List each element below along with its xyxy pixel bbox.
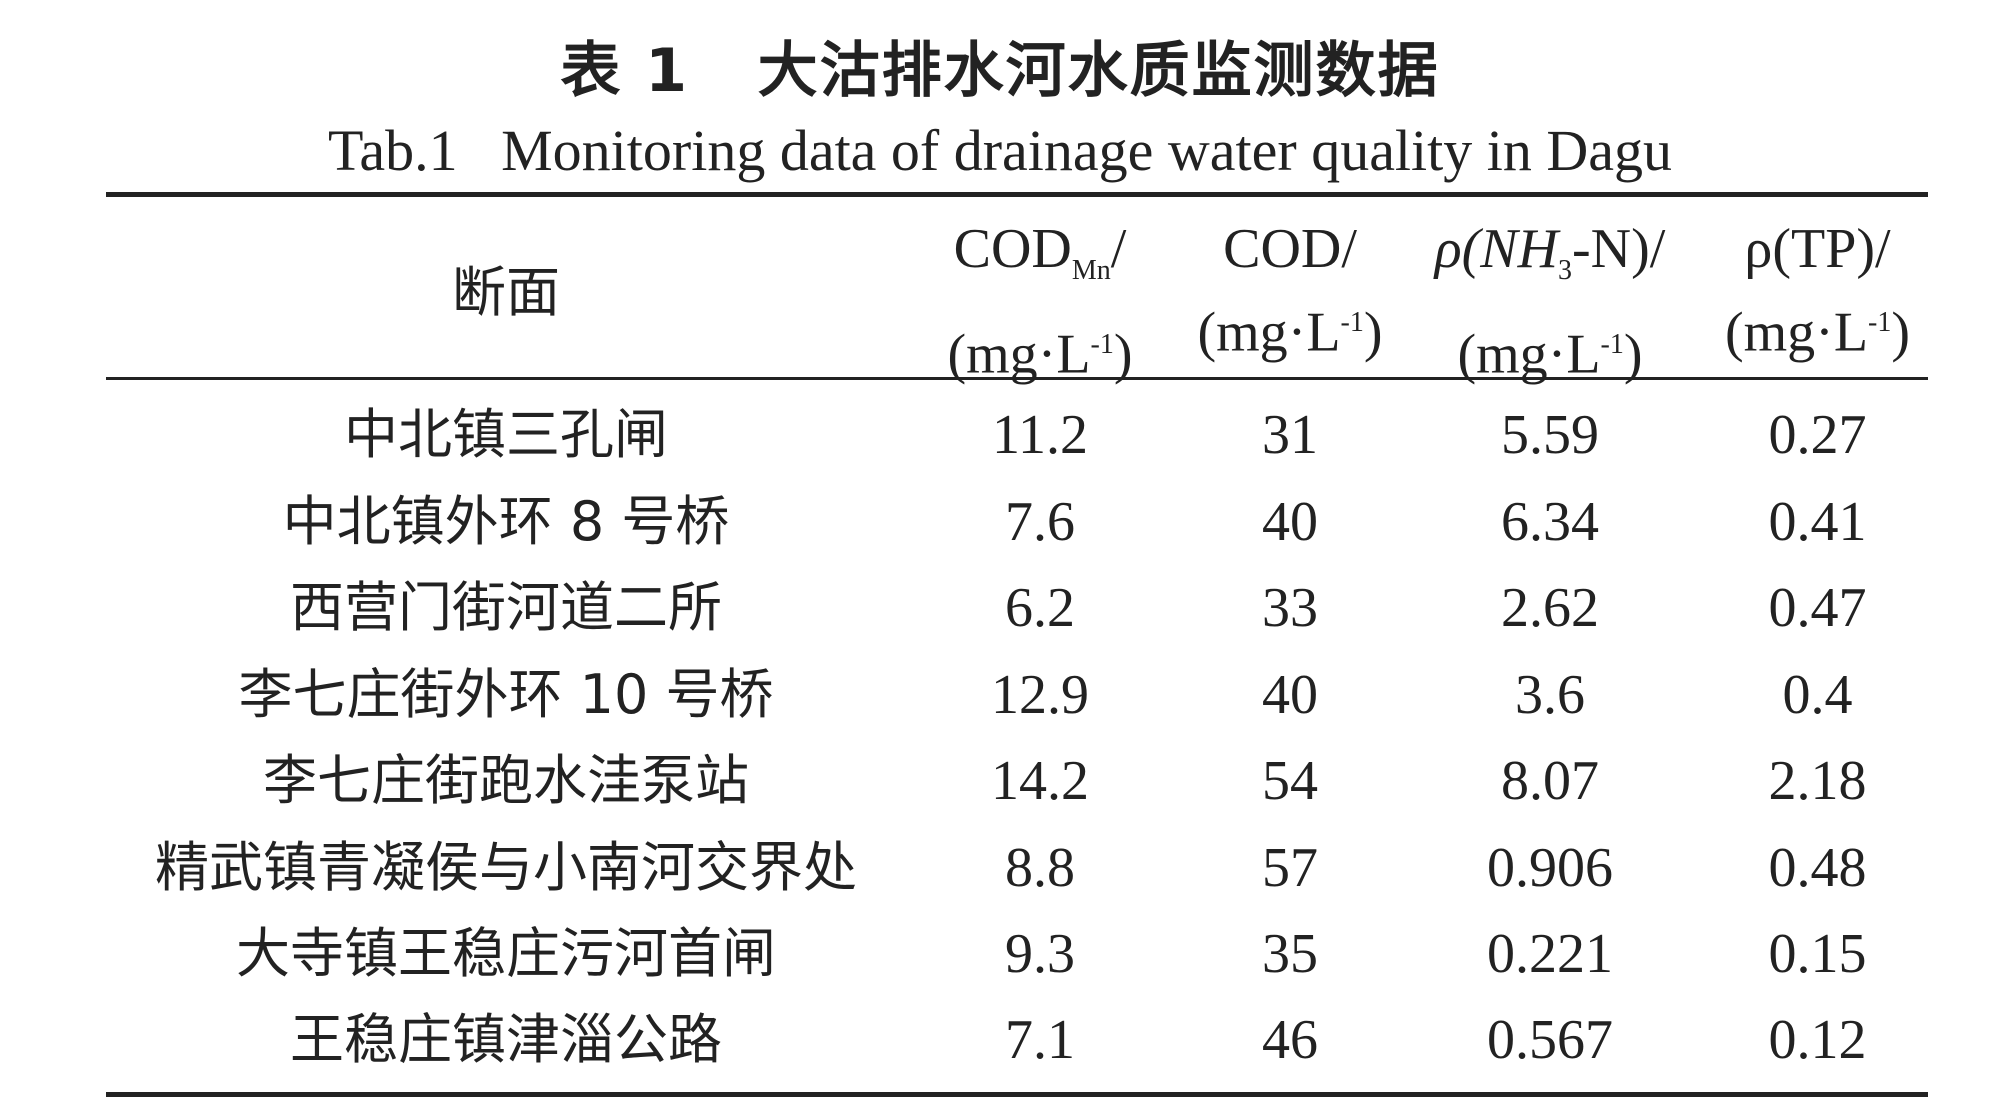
header-codmn-subscript: Mn xyxy=(1071,255,1111,287)
table-title-english: Tab.1 Monitoring data of drainage water … xyxy=(327,118,1673,183)
cod-cell: 46 xyxy=(1262,1009,1318,1071)
header-unit-post: ) xyxy=(1113,323,1133,386)
site-cell: 李七庄街跑水洼泵站 xyxy=(263,749,749,812)
cod-cell: 33 xyxy=(1262,577,1318,639)
codmn-cell: 6.2 xyxy=(1005,577,1075,639)
header-unit-post: ) xyxy=(1363,301,1383,364)
header-nh3n-label: ρ(NH xyxy=(1434,218,1559,280)
cod-cell: 40 xyxy=(1262,664,1318,726)
site-cell: 中北镇外环 8 号桥 xyxy=(282,490,730,553)
header-codmn: CODMn/ (mg·L-1) xyxy=(925,212,1155,392)
cod-cell: 54 xyxy=(1262,750,1318,812)
codmn-cell: 9.3 xyxy=(1005,923,1075,985)
nh3n-cell: 8.07 xyxy=(1501,750,1599,812)
cod-cell: 35 xyxy=(1262,923,1318,985)
tp-cell: 2.18 xyxy=(1768,750,1867,812)
site-cell: 李七庄街外环 10 号桥 xyxy=(238,663,774,726)
nh3n-cell: 0.221 xyxy=(1487,923,1613,985)
header-unit-post: ) xyxy=(1891,301,1911,364)
site-cell: 精武镇青凝侯与小南河交界处 xyxy=(155,836,857,899)
header-nh3n-tail: -N)/ xyxy=(1572,218,1666,280)
codmn-cell: 8.8 xyxy=(1005,837,1075,899)
header-cod: COD/ (mg·L-1) xyxy=(1175,212,1405,370)
header-unit-sup: -1 xyxy=(1340,307,1364,338)
top-rule xyxy=(106,192,1928,197)
header-codmn-label: COD xyxy=(953,218,1072,280)
header-tp-label: ρ(TP)/ xyxy=(1744,218,1891,280)
codmn-cell: 12.9 xyxy=(991,664,1089,726)
tp-cell: 0.47 xyxy=(1768,577,1867,639)
codmn-cell: 14.2 xyxy=(991,750,1089,812)
header-cod-label: COD/ xyxy=(1223,218,1357,280)
table-title-chinese: 表 1 大沽排水河水质监测数据 xyxy=(560,36,1440,106)
nh3n-cell: 3.6 xyxy=(1515,664,1585,726)
codmn-cell: 7.1 xyxy=(1005,1009,1075,1071)
nh3n-cell: 0.567 xyxy=(1487,1009,1613,1071)
nh3n-cell: 0.906 xyxy=(1487,837,1613,899)
header-unit-pre: (mg·L xyxy=(1197,301,1341,364)
header-nh3n-subscript: 3 xyxy=(1558,255,1573,287)
header-unit-sup: -1 xyxy=(1868,307,1892,338)
header-site: 断面 xyxy=(452,261,560,324)
site-cell: 西营门街河道二所 xyxy=(290,576,722,639)
header-unit-pre: (mg·L xyxy=(1724,301,1869,364)
codmn-cell: 7.6 xyxy=(1005,491,1075,553)
site-cell: 王稳庄镇津淄公路 xyxy=(290,1008,722,1071)
site-cell: 大寺镇王稳庄污河首闸 xyxy=(236,922,776,985)
header-rule xyxy=(106,377,1928,380)
tp-cell: 0.15 xyxy=(1768,923,1867,985)
tp-cell: 0.4 xyxy=(1782,664,1853,726)
header-unit-sup: -1 xyxy=(1600,329,1624,361)
tp-cell: 0.12 xyxy=(1768,1009,1867,1071)
tp-cell: 0.48 xyxy=(1768,837,1867,899)
header-unit-pre: (mg·L xyxy=(1457,323,1601,386)
site-cell: 中北镇三孔闸 xyxy=(344,403,668,466)
header-tp: ρ(TP)/ (mg·L-1) xyxy=(1700,212,1935,370)
header-unit-sup: -1 xyxy=(1090,329,1114,361)
nh3n-cell: 2.62 xyxy=(1501,577,1599,639)
bottom-rule xyxy=(106,1092,1928,1097)
cod-cell: 31 xyxy=(1262,404,1318,466)
tp-cell: 0.27 xyxy=(1768,404,1867,466)
nh3n-cell: 6.34 xyxy=(1501,491,1599,553)
nh3n-cell: 5.59 xyxy=(1501,404,1599,466)
cod-cell: 57 xyxy=(1262,837,1318,899)
header-unit-pre: (mg·L xyxy=(947,323,1091,386)
header-unit-post: ) xyxy=(1623,323,1643,386)
header-nh3n: ρ(NH3-N)/ (mg·L-1) xyxy=(1420,212,1680,392)
header-codmn-slash: / xyxy=(1110,218,1127,280)
tp-cell: 0.41 xyxy=(1768,491,1867,553)
cod-cell: 40 xyxy=(1262,491,1318,553)
codmn-cell: 11.2 xyxy=(992,404,1088,466)
